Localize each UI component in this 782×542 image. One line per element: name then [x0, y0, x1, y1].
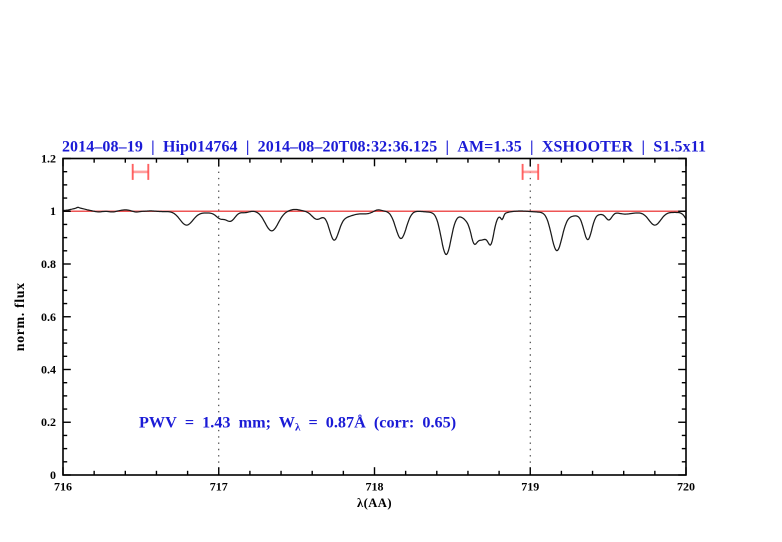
svg-text:0.8: 0.8	[41, 257, 56, 271]
svg-text:718: 718	[366, 480, 384, 494]
svg-text:0.6: 0.6	[41, 310, 56, 324]
svg-text:716: 716	[54, 480, 72, 494]
svg-text:0.2: 0.2	[41, 415, 56, 429]
svg-text:717: 717	[210, 480, 228, 494]
svg-text:0.4: 0.4	[41, 363, 56, 377]
svg-text:2014–08–19 | Hip014764 | 2: 2014–08–19 | Hip014764 | 2014–08–20T08:3…	[62, 139, 706, 156]
svg-text:λ(AA): λ(AA)	[357, 496, 392, 510]
svg-text:719: 719	[521, 480, 539, 494]
svg-text:PWV = 1.43 mm; Wλ = 0.87: PWV = 1.43 mm; Wλ = 0.87Å (corr: 0.65)	[139, 414, 456, 434]
svg-text:1: 1	[50, 204, 56, 218]
svg-text:1.2: 1.2	[41, 152, 56, 166]
svg-text:norm. flux: norm. flux	[13, 282, 28, 351]
svg-text:0: 0	[50, 468, 56, 482]
svg-text:720: 720	[677, 480, 695, 494]
